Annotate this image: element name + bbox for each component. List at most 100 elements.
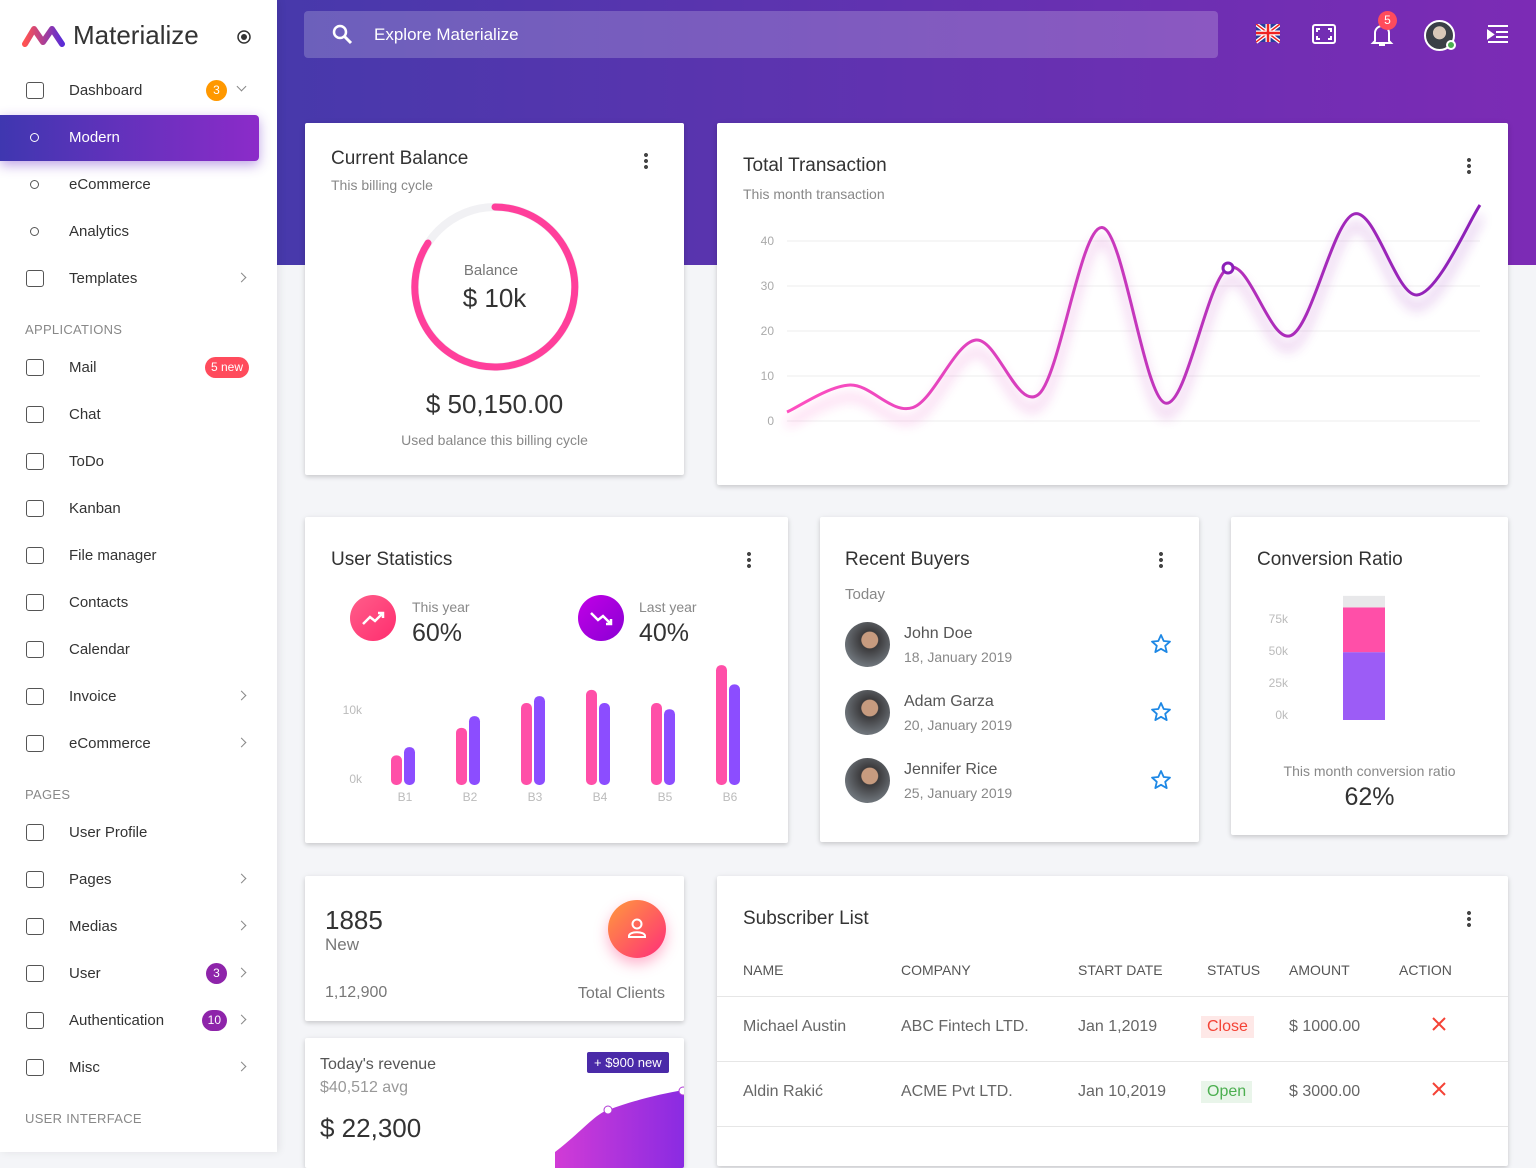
nav-label: User [69,965,101,982]
fullscreen-icon[interactable] [1311,23,1337,45]
online-dot [1446,40,1456,50]
nav-item[interactable]: Contacts [0,580,259,626]
card-menu[interactable] [1467,910,1471,928]
clients-card: 1885 New 1,12,900 Total Clients [305,876,684,1021]
nav-label: ToDo [69,453,105,470]
card-title: Recent Buyers [845,549,970,570]
search-icon [332,24,353,45]
nav-item[interactable]: ToDo [0,439,259,485]
nav-label: eCommerce [69,176,151,193]
nav-label: Templates [69,270,138,287]
nav-label: Invoice [69,688,117,705]
nav-item[interactable]: Pages [0,857,259,903]
nav-icon [26,270,44,287]
favorite-star[interactable] [1150,769,1172,791]
card-title: Total Transaction [743,155,887,176]
nav-label: Dashboard [69,82,143,99]
nav-item[interactable]: Authentication 10 [0,998,259,1044]
nav-item[interactable]: Analytics [0,209,259,255]
delete-action[interactable] [1431,1016,1447,1032]
card-menu[interactable] [747,551,751,569]
nav-arrow [236,920,247,931]
nav-arrow [236,690,247,701]
brand-logo [22,26,65,47]
stat-label: This year [412,599,470,615]
nav-item[interactable]: Medias [0,904,259,950]
nav-arrow [236,967,247,978]
client-total-label: Total Clients [577,985,665,1002]
nav-item[interactable]: Mail 5 new [0,345,259,391]
revenue-area [555,1086,684,1168]
nav-label: File manager [69,547,157,564]
stat-value: 40% [639,619,690,647]
notification-badge: 5 [1378,11,1397,30]
conversion-ratio: 62% [1344,783,1395,811]
cell-date: Jan 1,2019 [1078,1018,1158,1035]
nav-item[interactable]: eCommerce [0,721,259,767]
balance-caption: Used balance this billing cycle [401,432,588,448]
nav-item[interactable]: Misc [0,1045,259,1091]
nav-arrow [236,873,247,884]
search-bar[interactable]: Explore Materialize [304,11,1218,58]
nav-item[interactable]: Kanban [0,486,259,532]
column-header: START DATE [1078,962,1163,978]
stat-label: Last year [639,599,697,615]
card-menu[interactable] [1159,551,1163,569]
nav-label: Medias [69,918,118,935]
sidebar: Materialize Dashboard 3 Modern eCommerce Ana… [0,0,277,1152]
nav-icon [26,594,44,611]
nav-icon [26,82,44,99]
nav-icon [26,688,44,705]
revenue-amount: $ 22,300 [320,1113,422,1143]
buyer-avatar [845,622,890,667]
nav-item[interactable]: Calendar [0,627,259,673]
client-count: 1885 [325,905,383,935]
nav-label: User Profile [69,824,148,841]
nav-badge: 5 new [204,357,249,378]
user-statistics-card: User Statistics This year 60% Last year … [305,517,788,843]
menu-icon[interactable] [1487,24,1509,44]
nav-item[interactable]: File manager [0,533,259,579]
card-menu[interactable] [644,152,648,170]
nav-badge: 3 [206,963,227,984]
cell-amount: $ 1000.00 [1289,1018,1361,1035]
nav-icon [26,918,44,935]
nav-icon [26,453,44,470]
nav-icon [26,641,44,658]
cell-name: Aldin Rakić [743,1083,824,1100]
buyer-avatar [845,690,890,735]
nav-label: eCommerce [69,735,151,752]
nav-item[interactable]: Dashboard 3 [0,68,259,114]
conversion-caption: This month conversion ratio [1283,763,1456,779]
favorite-star[interactable] [1150,701,1172,723]
nav-arrow [236,1014,247,1025]
column-header: ACTION [1399,962,1452,978]
cell-date: Jan 10,2019 [1078,1083,1167,1100]
nav-item[interactable]: Invoice [0,674,259,720]
sidebar-toggle[interactable] [236,29,252,45]
nav-item[interactable]: eCommerce [0,162,259,208]
nav-item[interactable]: User Profile [0,810,259,856]
nav-item[interactable]: Chat [0,392,259,438]
card-title: Subscriber List [743,908,869,929]
cell-status: Close [1201,1016,1254,1038]
card-menu[interactable] [1467,157,1471,175]
favorite-star[interactable] [1150,633,1172,655]
nav-label: Chat [69,406,101,423]
language-flag[interactable] [1256,24,1280,44]
nav-item[interactable]: User 3 [0,951,259,997]
nav-item-active[interactable]: Modern [0,115,259,161]
subscriber-card: Subscriber List NAME COMPANY START DATE STA… [717,876,1508,1166]
delete-action[interactable] [1431,1081,1447,1097]
row-divider [717,996,1508,997]
nav-label: Mail [69,359,97,376]
balance-amount: $ 50,150.00 [425,389,564,419]
cell-status: Open [1201,1081,1253,1103]
client-total: 1,12,900 [325,984,388,1001]
card-subtitle: This billing cycle [331,177,433,193]
nav-item[interactable]: Templates [0,256,259,302]
cell-company: ABC Fintech LTD. [901,1018,1029,1035]
card-title: Current Balance [331,148,469,169]
buyer-name: John Doe [904,625,973,642]
nav-label: Kanban [69,500,121,517]
